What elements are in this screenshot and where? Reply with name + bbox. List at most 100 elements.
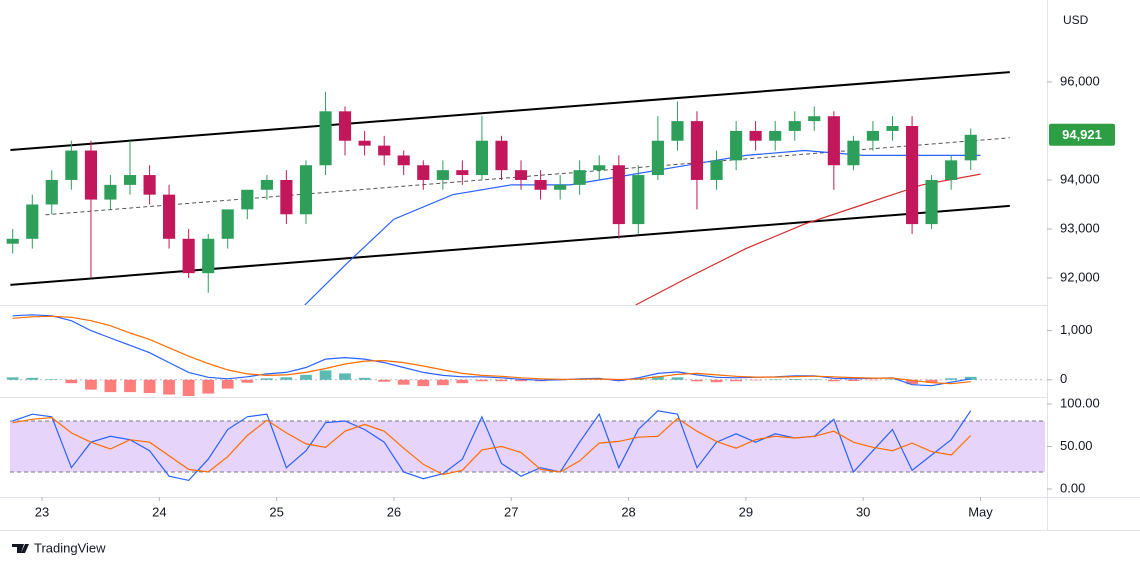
histogram-bar [847, 379, 860, 382]
candle-body [417, 165, 430, 180]
histogram-bar [788, 379, 801, 380]
candle-body [397, 155, 410, 166]
histogram-bar [417, 379, 430, 387]
histogram-bar [319, 370, 332, 380]
candle-body [495, 140, 508, 171]
y-tick-label: 100.00 [1060, 395, 1100, 410]
x-tick-label: 24 [152, 504, 166, 519]
candle-body [690, 121, 704, 180]
histogram-bar [730, 379, 743, 382]
y-tick-label: 0.00 [1060, 480, 1085, 495]
histogram-bar [867, 379, 879, 381]
last-price-box [1049, 123, 1115, 146]
candle-body [6, 238, 19, 244]
y-tick-label: 92,000 [1060, 269, 1100, 284]
candle-body [45, 179, 58, 205]
candle-body [945, 160, 958, 180]
band [10, 421, 1045, 472]
candle-body [866, 130, 879, 141]
histogram-bar [515, 379, 527, 382]
candle-body [104, 184, 117, 200]
histogram-bar [182, 379, 195, 397]
overlay-line [10, 204, 1010, 286]
histogram-bar [202, 379, 215, 394]
candle-body [730, 130, 743, 161]
histogram-bar [124, 379, 136, 393]
histogram-bar [495, 379, 508, 382]
candle-body [769, 130, 782, 141]
brand-logo [12, 544, 29, 553]
histogram-bar [45, 379, 58, 380]
candle-body [143, 175, 156, 195]
candle-body [84, 150, 98, 200]
candle-body [808, 116, 821, 122]
candle-body [280, 179, 293, 215]
x-tick-label: 28 [621, 504, 635, 519]
histogram-bar [671, 377, 684, 380]
candle-body [456, 170, 469, 176]
candle-body [788, 121, 801, 131]
candle-body [162, 194, 176, 239]
candle-body [475, 140, 488, 176]
candle-body [534, 179, 547, 190]
candle-body [182, 238, 195, 274]
x-tick-label: May [968, 504, 993, 519]
histogram-bar [964, 376, 977, 380]
candle-body [65, 150, 78, 180]
indicator-line [12, 416, 972, 476]
candle-body [338, 111, 352, 141]
histogram-bar [163, 379, 175, 395]
candle-body [358, 140, 371, 146]
overlay-line [10, 71, 1010, 151]
x-tick-label: 26 [387, 504, 401, 519]
candle-body [827, 116, 840, 166]
histogram-bar [769, 379, 782, 381]
y-tick-label: 0 [1060, 371, 1067, 386]
candle-body [123, 175, 137, 185]
candle-body [299, 165, 313, 215]
histogram-bar [280, 377, 293, 380]
histogram-bar [827, 379, 840, 382]
y-tick-label: 96,000 [1060, 73, 1100, 88]
candle-body [241, 189, 254, 210]
candle-body [925, 179, 938, 225]
candle-body [26, 204, 39, 239]
y-tick-label: 50.00 [1060, 438, 1093, 453]
histogram-bar [691, 379, 703, 382]
histogram-bar [6, 377, 19, 380]
histogram-bar [300, 374, 312, 380]
histogram-bar [221, 379, 234, 389]
candle-body [319, 111, 332, 166]
y-tick-label: 93,000 [1060, 220, 1100, 235]
candle-body [378, 145, 391, 156]
histogram-bar [710, 379, 723, 383]
candle-body [847, 140, 860, 166]
histogram-bar [339, 373, 351, 380]
x-tick-label: 27 [504, 504, 518, 519]
histogram-bar [261, 378, 273, 380]
histogram-bar [65, 379, 78, 384]
histogram-bar [143, 379, 156, 394]
histogram-bar [749, 379, 762, 381]
x-tick-label: 29 [739, 504, 753, 519]
candle-body [964, 134, 977, 161]
histogram-bar [808, 379, 821, 380]
overlay-line [304, 149, 981, 305]
candle-body [710, 160, 723, 180]
candle-body [671, 121, 684, 141]
candle-body [202, 238, 215, 274]
candle-body [260, 179, 273, 190]
histogram-bar [476, 379, 488, 382]
candle-body [514, 170, 528, 180]
candle-body [612, 165, 625, 225]
brand: TradingView [34, 540, 106, 555]
candle-body [573, 170, 586, 185]
histogram-bar [906, 379, 918, 385]
histogram-bar [397, 379, 410, 385]
histogram-bar [104, 379, 117, 393]
histogram-bar [436, 379, 449, 386]
histogram-bar [945, 378, 958, 380]
